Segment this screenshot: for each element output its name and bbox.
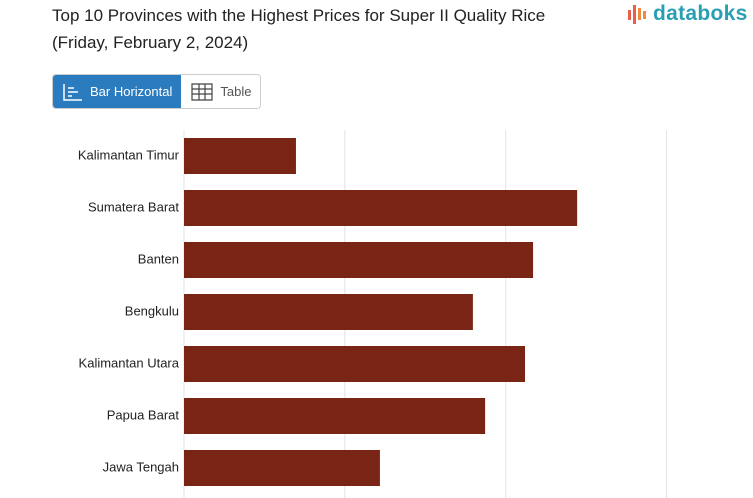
table-icon <box>191 82 213 101</box>
y-tick-label: Sumatera Barat <box>88 199 179 214</box>
logo-text: databoks <box>653 2 748 25</box>
bar <box>184 242 534 278</box>
tab-table[interactable]: Table <box>181 75 261 108</box>
tab-bar: Bar Horizontal Table <box>52 74 262 109</box>
bar <box>184 294 473 330</box>
bar <box>184 190 578 226</box>
tab-label: Bar Horizontal <box>90 84 173 99</box>
logo-icon <box>628 5 646 24</box>
y-tick-label: Banten <box>138 251 179 266</box>
bar <box>184 138 296 174</box>
y-tick-label: Kalimantan Timur <box>78 147 180 162</box>
bar <box>184 398 486 434</box>
y-tick-label: Jawa Tengah <box>103 459 179 474</box>
y-tick-label: Kalimantan Utara <box>79 355 180 370</box>
y-tick-label: Bengkulu <box>125 303 179 318</box>
chart-title: Top 10 Provinces with the Highest Prices… <box>52 6 546 52</box>
tab-bar-horizontal[interactable]: Bar Horizontal <box>53 75 182 108</box>
tab-label: Table <box>220 84 252 99</box>
bar <box>184 450 380 486</box>
bar <box>184 346 526 382</box>
y-tick-label: Papua Barat <box>107 407 180 422</box>
bar-icon <box>63 83 82 101</box>
logo: databoks <box>626 2 748 26</box>
